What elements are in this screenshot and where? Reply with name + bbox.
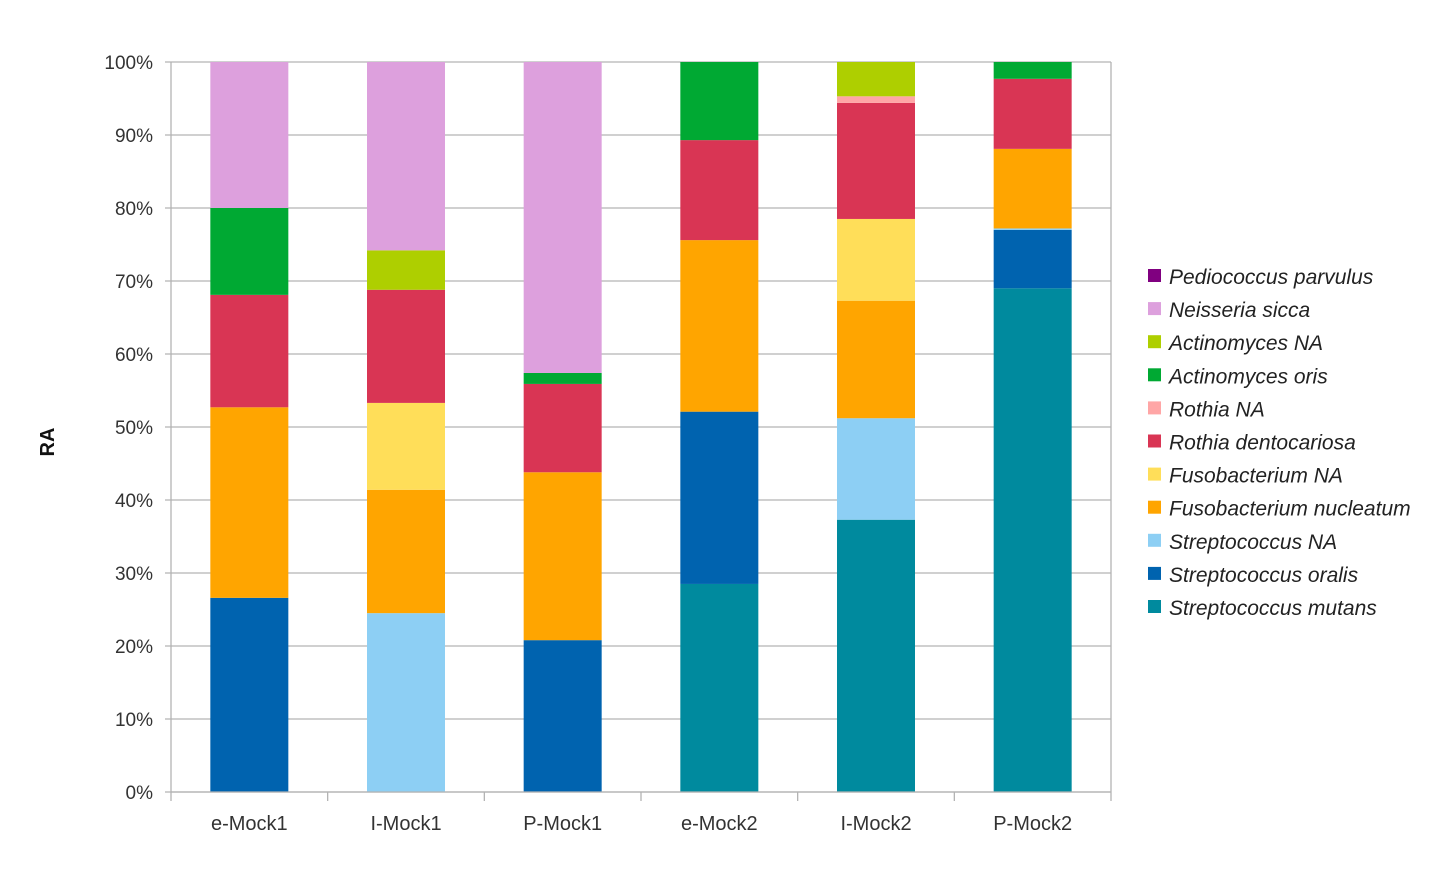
y-tick-label: 0% xyxy=(126,783,154,804)
x-tick-label: e-Mock1 xyxy=(211,813,288,835)
legend-label: Actinomyces NA xyxy=(1167,332,1323,355)
y-tick-label: 30% xyxy=(115,564,153,585)
bar-segment xyxy=(837,102,915,219)
legend-label: Streptococcus mutans xyxy=(1169,597,1377,620)
bar-segment xyxy=(680,62,759,141)
bar-segment xyxy=(523,372,602,384)
y-tick-label: 20% xyxy=(115,637,153,658)
bar-segment xyxy=(837,96,915,103)
legend-swatch xyxy=(1148,269,1161,282)
bar-segment xyxy=(837,62,915,97)
legend-swatch xyxy=(1148,467,1161,481)
legend-label: Rothia dentocariosa xyxy=(1169,432,1356,455)
legend-label: Actinomyces oris xyxy=(1167,365,1328,388)
legend-swatch xyxy=(1148,335,1161,349)
bar-segment xyxy=(837,519,915,792)
legend-swatch xyxy=(1148,533,1161,547)
bar-segment xyxy=(680,411,759,584)
bar-segment xyxy=(993,288,1072,792)
legend-label: Fusobacterium nucleatum xyxy=(1169,498,1411,521)
bar-segment xyxy=(367,613,445,792)
x-tick-label: P-Mock1 xyxy=(523,813,602,835)
bar-segment xyxy=(367,62,445,251)
legend-label: Rothia NA xyxy=(1169,398,1265,421)
legend-swatch xyxy=(1148,401,1161,415)
bar-segment xyxy=(993,228,1072,230)
legend-label: Pediococcus parvulus xyxy=(1169,266,1374,289)
legend-swatch xyxy=(1148,600,1161,613)
bar-segment xyxy=(523,640,602,792)
bars xyxy=(210,62,1072,792)
legend-label: Fusobacterium NA xyxy=(1169,465,1343,488)
x-tick-label: I-Mock1 xyxy=(370,813,441,835)
bar-segment xyxy=(680,140,759,241)
legend-swatch xyxy=(1148,368,1161,382)
bar-segment xyxy=(680,240,759,412)
legend-swatch xyxy=(1148,302,1161,316)
bar-segment xyxy=(523,62,602,373)
y-tick-label: 70% xyxy=(115,272,153,293)
y-tick-label: 50% xyxy=(115,418,153,439)
gridlines xyxy=(165,61,1112,793)
legend-label: Neisseria sicca xyxy=(1169,299,1310,322)
y-tick-label: 10% xyxy=(115,710,153,731)
x-tick-label: P-Mock2 xyxy=(993,813,1072,835)
bar-segment xyxy=(523,472,602,641)
x-tick-label: e-Mock2 xyxy=(681,813,758,835)
bar-segment xyxy=(680,583,759,792)
bar-segment xyxy=(837,418,915,520)
bar-segment xyxy=(210,62,289,208)
legend-swatch xyxy=(1148,566,1161,580)
x-axis: e-Mock1 I-Mock1 P-Mock1 e-Mock2 I-Mock2 P-Moc… xyxy=(170,791,1112,835)
y-axis-label: RA xyxy=(37,428,59,457)
y-tick-label: 80% xyxy=(115,199,153,220)
legend-swatch xyxy=(1148,434,1161,448)
bar-segment xyxy=(210,597,289,792)
bar-segment xyxy=(523,383,602,473)
bar-segment xyxy=(210,294,289,408)
legend-label: Streptococcus NA xyxy=(1169,531,1337,554)
bar-segment xyxy=(367,402,445,490)
bar-segment xyxy=(993,78,1072,149)
bar-segment xyxy=(367,489,445,614)
bar-segment xyxy=(210,208,289,295)
legend: Pediococcus parvulus Neisseria sicca Actin… xyxy=(1148,266,1411,620)
bar-segment xyxy=(367,289,445,403)
y-tick-label: 60% xyxy=(115,345,153,366)
bar-segment xyxy=(837,218,915,301)
bar-segment xyxy=(367,250,445,290)
y-axis-ticks: 0% 10% 20% 30% 40% 50% 60% 70% 80% 90% 100% xyxy=(104,53,153,804)
bar-segment xyxy=(993,229,1072,289)
bar-segment xyxy=(837,300,915,419)
x-tick-label: I-Mock2 xyxy=(840,813,911,835)
y-tick-label: 90% xyxy=(115,126,153,147)
bar-segment xyxy=(993,148,1072,229)
bar-segment xyxy=(993,62,1072,79)
bar-segment xyxy=(210,407,289,598)
y-tick-label: 100% xyxy=(104,53,153,74)
y-tick-label: 40% xyxy=(115,491,153,512)
legend-label: Streptococcus oralis xyxy=(1169,564,1359,587)
legend-swatch xyxy=(1148,500,1161,514)
